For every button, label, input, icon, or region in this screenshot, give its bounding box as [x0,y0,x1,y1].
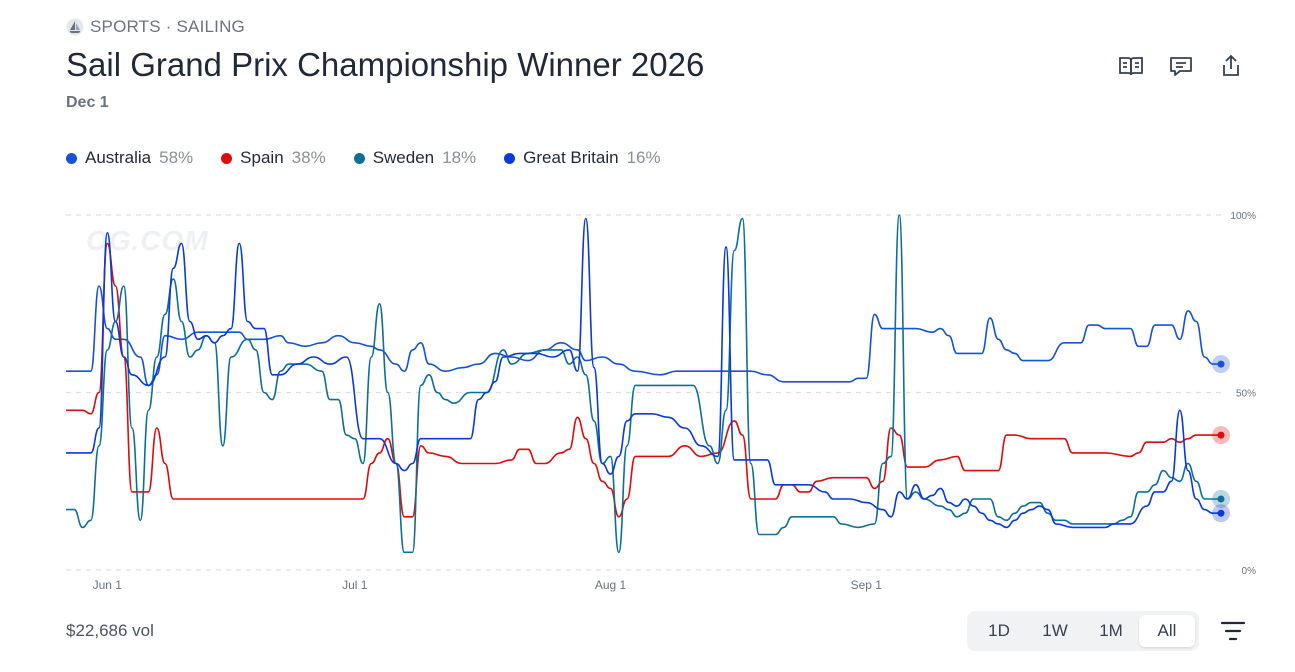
filter-icon [1220,621,1246,641]
legend-pct: 58% [159,148,194,167]
breadcrumb[interactable]: SPORTS · SAILING [66,17,245,37]
legend-name: Sweden [372,148,435,167]
legend-item-great-britain[interactable]: Great Britain 16% [504,148,661,168]
y-axis: 0% 50% 100% [1230,211,1256,577]
series-line-sweden [65,214,1221,554]
series-endpoints [1212,355,1230,523]
legend-dot [221,152,233,164]
legend-name: Spain [240,148,284,167]
comment-icon [1170,57,1192,76]
legend-dot [353,152,365,164]
legend-pct: 16% [626,148,661,167]
chart-grid [66,214,1221,571]
price-chart[interactable]: OG.COM Jun 1 Jul 1 Aug 1 Sep 1 0% 50% 100% [0,195,1295,600]
time-range-selector: 1D 1W 1M All [967,611,1199,651]
share-button[interactable] [1217,52,1245,80]
legend-pct: 38% [291,148,326,167]
endpoint-dot [1217,509,1225,517]
y-tick-label: 50% [1236,389,1256,400]
legend-item-australia[interactable]: Australia 58% [66,148,193,168]
comments-button[interactable] [1167,52,1195,80]
legend-name: Great Britain [523,148,619,167]
y-tick-label: 100% [1230,211,1256,222]
watermark-logo: OG.COM [86,225,209,256]
x-tick-label: Sep 1 [851,578,883,592]
x-tick-label: Aug 1 [595,578,627,592]
series-line-australia [65,285,1221,387]
end-date: Dec 1 [66,94,109,111]
y-tick-label: 0% [1242,566,1257,577]
legend-dot [66,152,77,164]
volume-label: $22,686 vol [66,621,154,640]
breadcrumb-text: SPORTS · SAILING [90,17,245,36]
rules-button[interactable] [1117,52,1145,80]
endpoint-dot [1217,360,1225,368]
page-title: Sail Grand Prix Championship Winner 2026 [66,46,705,83]
header-actions [1117,52,1245,80]
legend-name: Australia [85,148,152,167]
range-all-button[interactable]: All [1139,615,1195,647]
range-1d-button[interactable]: 1D [988,621,1010,640]
legend-item-spain[interactable]: Spain 38% [221,148,326,168]
range-1m-button[interactable]: 1M [1099,621,1123,640]
x-tick-label: Jul 1 [342,578,368,592]
sailboat-icon [66,18,84,36]
series-line-spain [65,242,1221,518]
x-tick-label: Jun 1 [93,578,123,592]
legend-dot [504,152,516,164]
x-axis: Jun 1 Jul 1 Aug 1 Sep 1 [93,578,883,592]
legend-item-sweden[interactable]: Sweden 18% [353,148,477,168]
series-line-great-britain [66,217,1221,529]
endpoint-dot [1217,495,1225,503]
chart-settings-button[interactable] [1219,619,1247,643]
chart-series [65,214,1221,554]
range-1w-button[interactable]: 1W [1042,621,1068,640]
endpoint-dot [1217,431,1225,439]
legend-pct: 18% [442,148,477,167]
chart-legend: Australia 58% Spain 38% Sweden 18% Great… [66,148,661,168]
share-icon [1223,54,1239,76]
book-icon [1119,57,1143,76]
